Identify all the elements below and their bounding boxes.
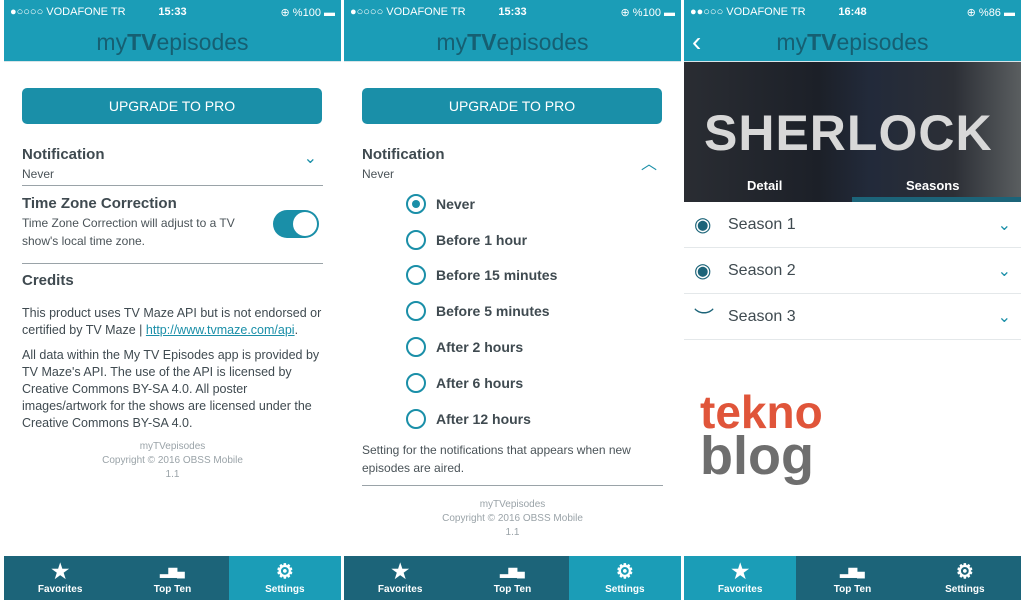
selected-tab-indicator (852, 197, 1021, 202)
star-icon: ★ (731, 561, 750, 583)
podium-icon: ▂▆▄ (840, 566, 865, 578)
podium-icon: ▂▆▄ (160, 566, 185, 578)
settings-screen: ●○○○○ VODAFONE TR 15:33 ⊕ %100 ▬ myTVepiso… (4, 0, 341, 600)
tab-top-ten[interactable]: ▂▆▄ Top Ten (116, 556, 228, 600)
radio-icon (406, 301, 426, 322)
show-screen: ●●○○○ VODAFONE TR 16:48 ⊕ %86 ▬ ‹ myTVepiso… (684, 0, 1021, 600)
option-label: Before 15 minutes (436, 267, 558, 284)
gear-icon: ⚙ (955, 561, 974, 583)
tab-bar: ★ Favorites ▂▆▄ Top Ten ⚙ Settings (684, 556, 1021, 600)
option-label: Never (436, 195, 475, 212)
option-label: After 6 hours (436, 374, 524, 391)
notification-options: Never Before 1 hour Before 15 minutes Befor… (344, 186, 681, 437)
tvmaze-link[interactable]: http://www.tvmaze.com/api (145, 323, 295, 337)
notification-row[interactable]: Notification Never ︿ (362, 146, 657, 181)
status-bar: ●●○○○ VODAFONE TR 16:48 ⊕ %86 ▬ (684, 0, 1021, 24)
back-icon[interactable]: ‹ (692, 26, 702, 57)
credits-title: Credits (22, 272, 74, 289)
tab-bar: ★ Favorites ▂▆▄ Top Ten ⚙ Settings (4, 556, 341, 600)
status-bar: ●○○○○ VODAFONE TR 15:33 ⊕ %100 ▬ (344, 0, 681, 24)
radio-icon (406, 229, 426, 250)
tab-bar: ★ Favorites ▂▆▄ Top Ten ⚙ Settings (344, 556, 681, 600)
notification-value: Never (22, 167, 55, 181)
status-bar: ●○○○○ VODAFONE TR 15:33 ⊕ %100 ▬ (4, 0, 341, 24)
timezone-desc: Time Zone Correction will adjust to a TV… (22, 216, 235, 248)
notification-option[interactable]: Before 5 minutes (406, 293, 681, 329)
app-logo: myTVepisodes (436, 29, 589, 55)
credits-section: Credits This product uses TV Maze API bu… (4, 272, 341, 432)
tab-settings[interactable]: ⚙ Settings (568, 556, 681, 600)
show-title: SHERLOCK (704, 105, 993, 161)
tab-favorites[interactable]: ★ Favorites (344, 556, 456, 600)
notification-row[interactable]: Notification Never ⌄ (22, 124, 323, 186)
timezone-toggle[interactable] (273, 210, 319, 238)
notification-option[interactable]: Before 15 minutes (406, 258, 681, 294)
eye-open-icon[interactable]: ◉ (694, 214, 712, 236)
chevron-down-icon: ⌄ (997, 262, 1011, 280)
battery: ⊕ %100 ▬ (280, 6, 335, 19)
eye-open-icon[interactable]: ◉ (694, 260, 712, 282)
radio-icon (406, 337, 426, 358)
tab-settings[interactable]: ⚙ Settings (909, 556, 1021, 600)
chevron-up-icon: ︿ (640, 156, 657, 173)
credits-text-2: All data within the My TV Episodes app i… (22, 348, 320, 430)
upgrade-button[interactable]: UPGRADE TO PRO (22, 88, 322, 124)
chevron-down-icon: ⌄ (303, 150, 317, 167)
notification-note: Setting for the notifications that appea… (362, 437, 663, 486)
timezone-title: Time Zone Correction (22, 195, 177, 212)
notification-option[interactable]: After 12 hours (406, 401, 681, 437)
eye-closed-icon[interactable]: ︶ (694, 308, 714, 330)
gear-icon: ⚙ (275, 561, 294, 583)
notification-option[interactable]: Before 1 hour (406, 222, 681, 258)
tab-settings[interactable]: ⚙ Settings (228, 556, 341, 600)
notification-settings-screen: ●○○○○ VODAFONE TR 15:33 ⊕ %100 ▬ myTVepiso… (344, 0, 681, 600)
star-icon: ★ (391, 561, 410, 583)
notification-option[interactable]: After 6 hours (406, 365, 681, 401)
tab-detail[interactable]: Detail (747, 178, 783, 193)
tab-seasons[interactable]: Seasons (906, 178, 960, 193)
season-label: Season 2 (728, 261, 796, 279)
podium-icon: ▂▆▄ (500, 566, 525, 578)
gear-icon: ⚙ (615, 561, 634, 583)
upgrade-button[interactable]: UPGRADE TO PRO (362, 88, 662, 124)
option-label: Before 5 minutes (436, 303, 550, 320)
chevron-down-icon: ⌄ (997, 216, 1011, 234)
timezone-row: Time Zone Correction Time Zone Correctio… (22, 186, 323, 264)
notification-option[interactable]: After 2 hours (406, 329, 681, 365)
radio-icon (406, 193, 426, 214)
tab-top-ten[interactable]: ▂▆▄ Top Ten (456, 556, 568, 600)
tab-favorites[interactable]: ★ Favorites (4, 556, 116, 600)
carrier: ●○○○○ VODAFONE TR (10, 6, 126, 18)
radio-icon (406, 265, 426, 286)
footer: myTVepisodes Copyright © 2016 OBSS Mobile… (442, 498, 583, 538)
star-icon: ★ (51, 561, 70, 583)
notification-option[interactable]: Never (406, 186, 681, 222)
app-logo: myTVepisodes (776, 29, 929, 55)
season-row[interactable]: ◉ Season 2 ⌄ (684, 248, 1021, 294)
footer: myTVepisodes Copyright © 2016 OBSS Mobile… (102, 441, 243, 480)
season-row[interactable]: ◉ Season 1 ⌄ (684, 202, 1021, 248)
app-header: myTVepisodes (4, 24, 341, 62)
season-label: Season 3 (728, 307, 796, 325)
season-row[interactable]: ︶ Season 3 ⌄ (684, 294, 1021, 340)
radio-icon (406, 372, 426, 393)
option-label: After 2 hours (436, 339, 524, 356)
show-banner: SHERLOCK Detail Seasons (684, 62, 1021, 202)
season-list: ◉ Season 1 ⌄ ◉ Season 2 ⌄ ︶ Season 3 ⌄ (684, 202, 1021, 340)
time: 15:33 (158, 6, 187, 18)
option-label: Before 1 hour (436, 231, 528, 248)
app-header: myTVepisodes (344, 24, 681, 62)
chevron-down-icon: ⌄ (997, 308, 1011, 326)
credits-text-1: This product uses TV Maze API but is not… (22, 306, 322, 337)
option-label: After 12 hours (436, 410, 531, 427)
season-label: Season 1 (728, 215, 796, 233)
tab-top-ten[interactable]: ▂▆▄ Top Ten (796, 556, 908, 600)
app-logo: myTVepisodes (96, 29, 249, 55)
radio-icon (406, 408, 426, 429)
tab-favorites[interactable]: ★ Favorites (684, 556, 797, 600)
notification-title: Notification (22, 146, 105, 163)
app-header: ‹ myTVepisodes (684, 24, 1021, 62)
